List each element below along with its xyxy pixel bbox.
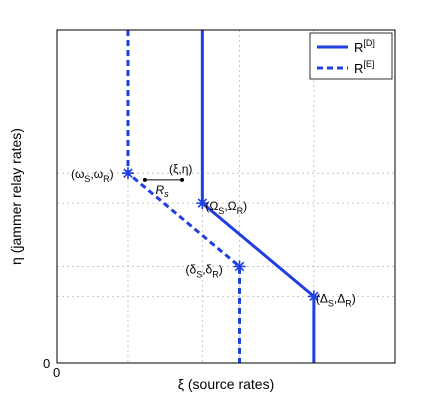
legend-box xyxy=(309,32,393,80)
legend-entry: R[E] xyxy=(354,59,374,76)
marker-stroke xyxy=(234,261,245,272)
marker-layer xyxy=(121,167,320,303)
x-tick-label: 0 xyxy=(53,365,60,380)
annotation-layer: (ωS,ωR) (ΩS,ΩR) (δS,δR) (ΔS,ΔR) (ξ,η)Rs xyxy=(71,162,356,309)
point-marker xyxy=(307,290,320,303)
x-axis-label: ξ (source rates) xyxy=(178,376,275,392)
marker-stroke xyxy=(197,198,208,208)
grid-lines xyxy=(57,30,395,363)
series-line-eavesdrop xyxy=(126,30,242,363)
point-marker xyxy=(233,260,246,273)
distance-start-dot xyxy=(142,177,147,182)
marker-stroke xyxy=(123,168,133,178)
series-line-decode xyxy=(200,30,316,363)
rate-point-label: (ξ,η) xyxy=(169,162,192,176)
distance-label: Rs xyxy=(155,183,169,199)
legend-entry: R[D] xyxy=(354,38,375,55)
plot-frame xyxy=(56,29,396,364)
legend: R[D] R[E] xyxy=(309,32,393,80)
point-label-Omega: (ΩS,ΩR) xyxy=(205,199,247,216)
point-marker xyxy=(196,197,209,210)
y-axis-label: η (jammer relay rates) xyxy=(8,128,24,265)
rate-point-dot xyxy=(180,177,185,182)
point-label-delta: (δS,δR) xyxy=(186,262,223,279)
series-layer xyxy=(126,30,316,363)
point-label-omega: (ωS,ωR) xyxy=(71,167,114,184)
point-label-Delta: (ΔS,ΔR) xyxy=(316,291,356,308)
marker-stroke xyxy=(309,291,319,302)
point-marker xyxy=(121,167,134,180)
y-tick-label: 0 xyxy=(43,356,50,371)
